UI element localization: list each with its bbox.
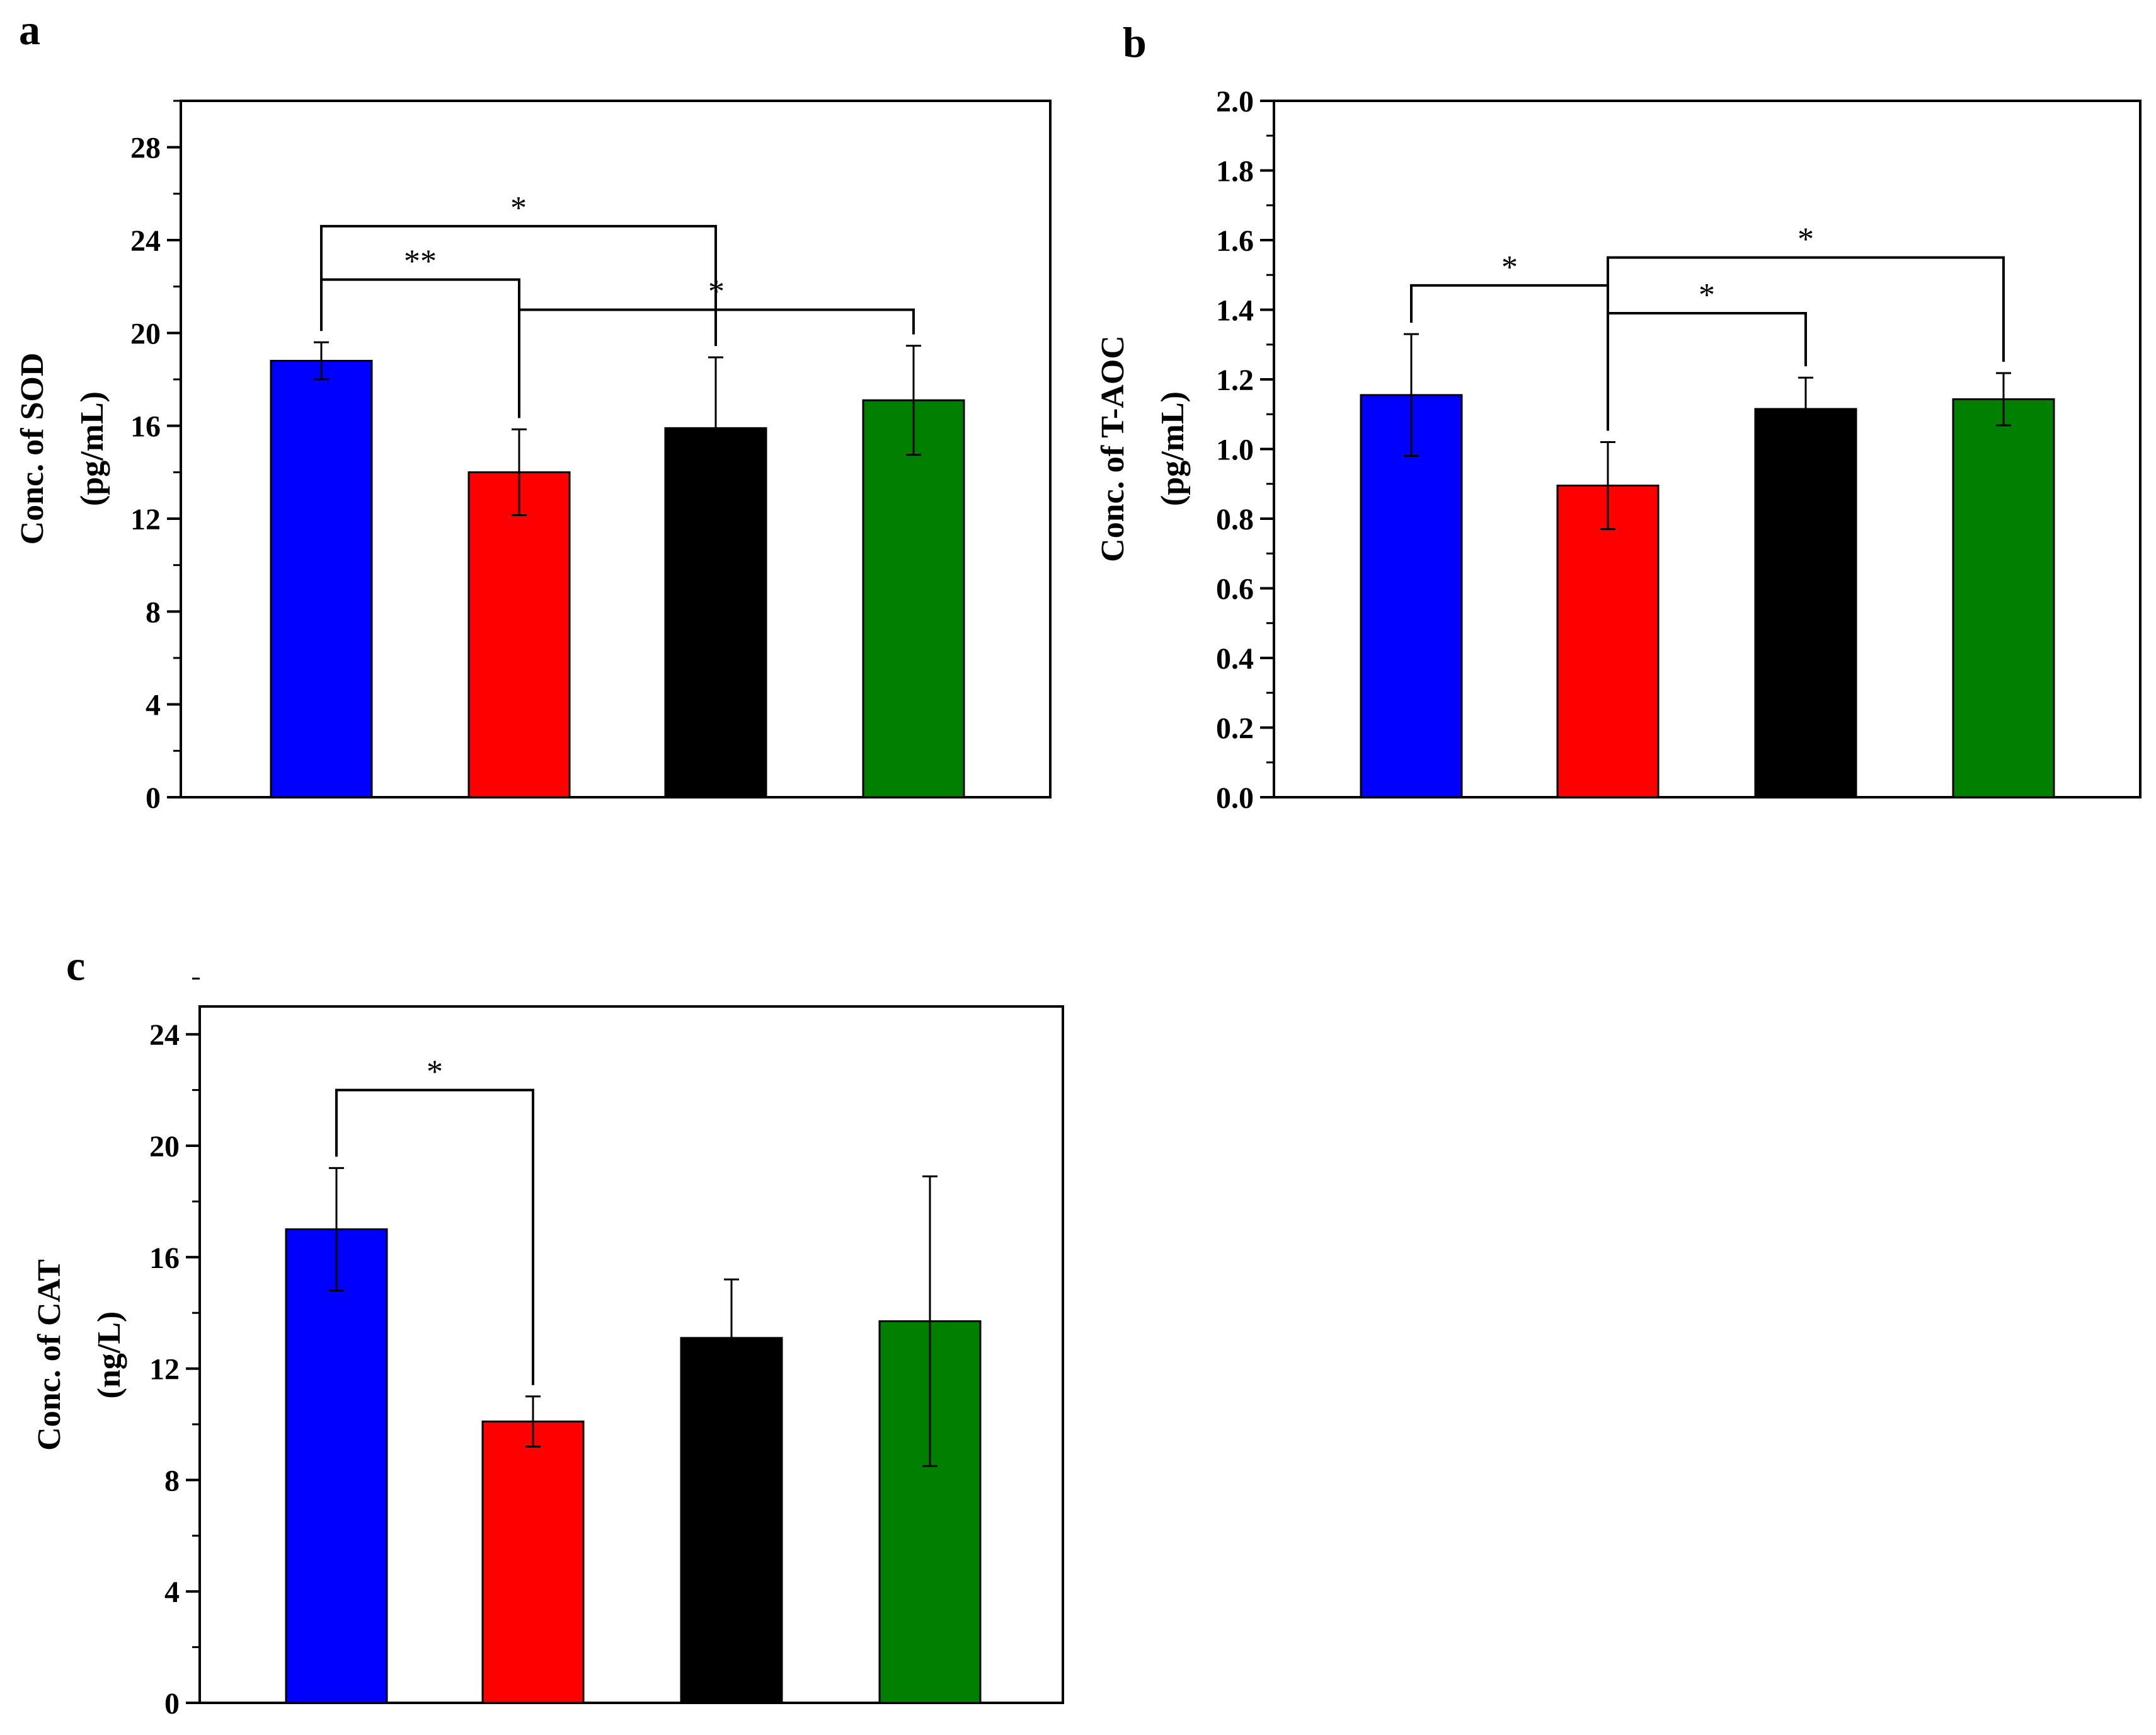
significance-bracket (320, 224, 717, 347)
significance-label: ** (404, 244, 437, 280)
panel-a-frame (180, 100, 1052, 798)
panel-b: b 0.0 0.2 0.4 0.6 0.8 1.0 1.2 1.4 1.6 1.8 2.0 * ** … (1095, 18, 2142, 815)
panel-a-significance: **** (320, 190, 915, 418)
significance-bracket (518, 308, 915, 418)
panel-c-ylabel-line1: Conc. of CAT (32, 1259, 67, 1451)
y-tick-label: 20 (130, 317, 161, 350)
y-tick-label: 0.8 (1216, 503, 1254, 536)
bar (680, 1337, 783, 1704)
significance-bracket (335, 1088, 534, 1385)
significance-label: * (427, 1054, 443, 1090)
y-tick-label: 4 (164, 1576, 180, 1609)
y-tick-label: 16 (130, 410, 161, 444)
panel-b-significance: * * * (1410, 222, 2005, 431)
bar (1754, 408, 1857, 798)
bar (270, 360, 373, 798)
bar (285, 1228, 388, 1704)
y-tick-label: 1.0 (1216, 434, 1254, 467)
y-tick-label: 0.2 (1216, 712, 1254, 746)
y-tick-label: 28 (130, 132, 161, 165)
panel-b-y-axis: 0.0 0.2 0.4 0.6 0.8 1.0 1.2 1.4 1.6 1.8 2.0 (1216, 85, 1274, 815)
y-tick-label: 1.6 (1216, 224, 1254, 258)
y-tick-label: 4 (146, 689, 161, 722)
significance-bracket (1607, 312, 1807, 431)
significance-label: * (1798, 222, 1814, 258)
significance-label: * (1501, 250, 1518, 285)
panel-c-significance: * (335, 1054, 534, 1385)
panel-c: c 0 4 8 12 16 20 24 * Conc. of CAT (ng/L) (32, 942, 1064, 1721)
y-tick-label: 1.2 (1216, 364, 1254, 397)
panel-a-y-axis: 0 4 8 12 16 20 24 28 (130, 100, 181, 815)
y-tick-label: 0.0 (1216, 781, 1254, 815)
panel-c-ylabel-line2: (ng/L) (91, 1311, 127, 1399)
panel-b-letter: b (1123, 18, 1147, 66)
y-tick-label: 24 (130, 224, 161, 258)
y-tick-label: 12 (130, 503, 161, 536)
bar (481, 1421, 585, 1704)
panel-c-bars (285, 1167, 982, 1704)
bar (1360, 394, 1463, 798)
y-tick-label: 0 (146, 781, 161, 815)
panel-b-ylabel-line2: (pg/mL) (1155, 391, 1191, 506)
y-tick-label: 0 (164, 1687, 180, 1721)
bar (467, 471, 571, 798)
panel-a-bars (270, 341, 965, 798)
y-tick-label: 0.4 (1216, 642, 1254, 676)
panel-c-letter: c (66, 942, 85, 989)
y-tick-label: 0.6 (1216, 573, 1254, 606)
panel-a-ylabel-line2: (pg/mL) (74, 391, 110, 506)
panel-b-bars (1360, 333, 2055, 798)
significance-label: * (1699, 277, 1715, 313)
panel-c-y-axis: 0 4 8 12 16 20 24 (149, 977, 200, 1721)
y-tick-label: 24 (149, 1018, 180, 1052)
bar (862, 399, 965, 798)
y-tick-label: 20 (149, 1130, 180, 1163)
y-tick-label: 8 (146, 596, 161, 629)
y-tick-label: 16 (149, 1242, 180, 1275)
significance-label: * (708, 274, 725, 310)
panel-b-ylabel-line1: Conc. of T-AOC (1095, 335, 1131, 562)
bar (1952, 398, 2055, 798)
panel-a-ylabel-line1: Conc. of SOD (14, 353, 50, 545)
significance-label: * (510, 190, 527, 226)
bar (1556, 485, 1660, 798)
y-tick-label: 1.4 (1216, 294, 1254, 328)
y-tick-label: 1.8 (1216, 155, 1254, 188)
y-tick-label: 8 (164, 1464, 180, 1497)
y-tick-label: 12 (149, 1353, 180, 1386)
y-tick-label: 2.0 (1216, 85, 1254, 118)
panel-a-letter: a (19, 6, 40, 54)
panel-c-frame (198, 1005, 1064, 1704)
